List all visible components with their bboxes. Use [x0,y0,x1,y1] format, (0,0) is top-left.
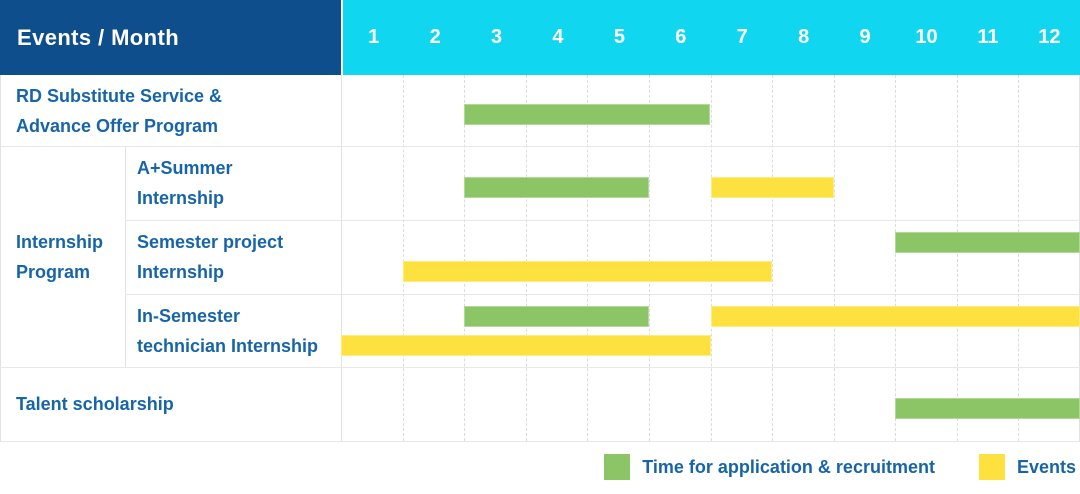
label-line: Program [16,261,91,282]
grid-line-vertical [464,75,466,441]
month-header-3: 3 [466,0,527,75]
legend-item-yellow: Events [978,454,1076,480]
month-header-row: 1 2 3 4 5 6 7 8 9 10 11 12 [343,0,1080,75]
bar-application-months-3-to-6 [464,104,711,125]
month-label: 7 [736,26,748,48]
bar-application-months-10-to-12 [895,232,1080,253]
month-label: 10 [915,26,938,48]
month-label: 2 [429,26,441,48]
legend-label: Events [1016,456,1076,477]
bar-application-months-3-to-5 [464,306,649,327]
legend-swatch-yellow-icon [978,454,1005,480]
label-line: Internship [137,262,225,282]
legend-item-green: Time for application & recruitment [604,454,935,480]
grid-line-vertical [648,75,650,441]
label-line: Talent scholarship [16,394,174,414]
month-label: 3 [490,26,503,48]
month-header-1: 1 [343,0,404,75]
label-line: In-Semester [137,305,241,326]
legend: Time for application & recruitment Events [604,450,1076,484]
bar-events-months-7-to-8 [710,176,834,198]
bar-application-months-10-to-12 [895,397,1080,419]
month-header-2: 2 [404,0,465,75]
month-header-7: 7 [712,0,773,75]
month-label: 4 [552,26,564,48]
month-label: 9 [859,26,871,48]
label-line: Advance Offer Program [16,115,219,136]
month-label: 5 [613,26,625,48]
grid-line-vertical [710,75,712,441]
month-header-10: 10 [896,0,957,75]
label-line: technician Internship [137,335,319,356]
grid-line-vertical [895,75,897,441]
header-title-cell: Events / Month [0,0,341,75]
month-label: 6 [675,26,687,48]
grid-line-vertical [772,75,774,441]
grid-line-vertical [587,75,589,441]
month-header-9: 9 [834,0,895,75]
bar-events-months-7-to-12 [710,306,1080,327]
row-group-label-internship-program: Internship Program [0,146,125,367]
month-header-4: 4 [527,0,588,75]
label-line: RD Substitute Service & [16,85,223,106]
month-label: 8 [798,26,810,48]
month-label: 1 [368,26,380,48]
label-line: Internship [16,231,104,252]
legend-swatch-green-icon [604,454,631,480]
grid-line-vertical [402,75,404,441]
row-label-talent-scholarship: Talent scholarship [0,367,341,441]
bar-application-months-3-to-5 [464,176,649,198]
grid-line-vertical [833,75,835,441]
legend-label: Time for application & recruitment [642,456,935,477]
label-line: Semester project [137,232,284,252]
month-header-6: 6 [650,0,711,75]
grid-line-vertical [525,75,527,441]
label-line: A+Summer [137,158,233,178]
month-label: 11 [977,26,999,48]
month-label: 12 [1038,26,1061,48]
header-title: Events / Month [17,24,180,50]
row-label-a-plus-summer-internship: A+Summer Internship [125,146,341,220]
grid-line-vertical [1018,75,1020,441]
row-label-semester-project-internship: Semester project Internship [125,220,341,294]
bar-events-months-1-to-6 [341,335,711,356]
label-line: Internship [137,188,225,208]
grid-line-vertical [956,75,958,441]
row-divider [0,441,1080,442]
grid-line-vertical [341,75,342,441]
row-label-in-semester-technician-internship: In-Semester technician Internship [125,294,341,367]
month-header-5: 5 [589,0,650,75]
row-label-rd-substitute-service: RD Substitute Service & Advance Offer Pro… [0,75,341,146]
month-header-12: 12 [1019,0,1080,75]
month-header-8: 8 [773,0,834,75]
month-header-11: 11 [957,0,1018,75]
bar-events-months-2-to-7 [402,261,773,282]
